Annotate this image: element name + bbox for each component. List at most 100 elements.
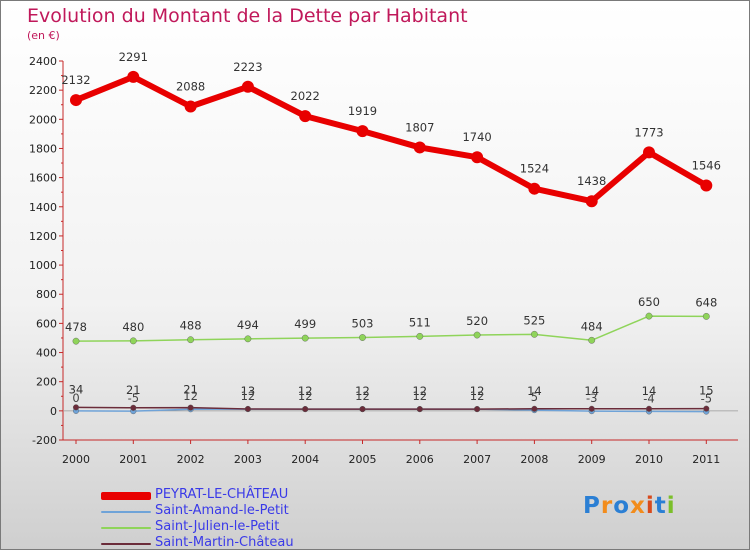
data-label: 650 <box>638 295 660 309</box>
data-label: 648 <box>695 295 717 309</box>
data-point-2 <box>187 336 195 344</box>
series-line-0 <box>74 73 708 205</box>
data-label: 1919 <box>348 104 377 118</box>
data-point-0 <box>643 146 655 159</box>
logo-letter: o <box>613 493 631 519</box>
data-label: 1740 <box>462 130 491 144</box>
data-label: 12 <box>183 389 198 403</box>
y-tick-label: 2400 <box>29 55 57 68</box>
data-label: 484 <box>581 319 603 333</box>
data-label: 14 <box>527 384 542 398</box>
data-label: 12 <box>355 384 370 398</box>
data-point-0 <box>356 125 369 138</box>
legend-swatch <box>101 492 151 500</box>
y-tick-label: 1000 <box>29 259 57 272</box>
data-point-0 <box>184 100 197 113</box>
data-label: 12 <box>298 389 313 403</box>
data-label: 14 <box>642 384 657 398</box>
data-point-3 <box>474 406 481 413</box>
data-point-2 <box>244 335 252 343</box>
data-label: 12 <box>470 384 485 398</box>
data-point-2 <box>645 312 653 320</box>
data-label: 34 <box>69 382 84 396</box>
data-label: 478 <box>65 320 87 334</box>
logo-letter: i <box>645 493 655 519</box>
data-point-3 <box>646 405 653 412</box>
data-point-0 <box>585 195 598 208</box>
legend-label: Saint-Julien-le-Petit <box>155 519 280 534</box>
data-label: 2022 <box>291 89 320 103</box>
data-label: 1524 <box>520 162 549 176</box>
data-point-3 <box>416 406 423 413</box>
data-label: 15 <box>699 384 714 398</box>
data-point-0 <box>413 141 426 154</box>
chart-title: Evolution du Montant de la Dette par Hab… <box>27 5 468 27</box>
x-tick-label: 2002 <box>177 453 205 466</box>
data-point-3 <box>72 404 79 411</box>
y-tick-label: 600 <box>36 317 57 330</box>
data-point-2 <box>416 332 424 340</box>
chart-subtitle: (en €) <box>27 29 60 42</box>
logo-letter: r <box>600 493 614 519</box>
y-tick-label: 2200 <box>29 84 57 97</box>
data-label: 14 <box>584 384 599 398</box>
data-label: 2223 <box>233 60 262 74</box>
legend-label: PEYRAT-LE-CHÂTEAU <box>155 487 289 502</box>
data-label: 21 <box>126 383 141 397</box>
logo-letter: i <box>666 493 676 519</box>
data-point-2 <box>129 337 137 345</box>
data-label: -5 <box>128 391 139 405</box>
y-tick-label: 400 <box>36 347 57 360</box>
data-point-0 <box>528 182 541 195</box>
logo-letter: P <box>583 493 601 519</box>
data-label: 12 <box>241 389 256 403</box>
data-label: 499 <box>294 317 316 331</box>
data-label: -5 <box>701 392 712 406</box>
data-label: 2088 <box>176 79 205 93</box>
legend-label: Saint-Martin-Château <box>155 535 294 550</box>
data-label: 488 <box>180 319 202 333</box>
legend-label: Saint-Amand-le-Petit <box>155 503 289 518</box>
x-tick-label: 2007 <box>463 453 491 466</box>
data-point-3 <box>531 405 538 412</box>
x-tick-label: 2009 <box>578 453 606 466</box>
logo-letter: x <box>630 493 646 519</box>
legend-swatch <box>101 526 151 530</box>
y-tick-label: 800 <box>36 288 57 301</box>
data-point-3 <box>703 405 710 412</box>
data-point-2 <box>72 337 80 345</box>
data-point-3 <box>359 406 366 413</box>
data-point-0 <box>299 110 312 123</box>
data-label: 480 <box>122 320 144 334</box>
y-tick-label: 0 <box>50 405 57 418</box>
data-point-3 <box>244 405 251 412</box>
data-label: 525 <box>523 313 545 327</box>
data-label: 13 <box>241 384 256 398</box>
data-label: 12 <box>298 384 313 398</box>
data-label: 2132 <box>61 73 90 87</box>
data-point-0 <box>241 80 254 93</box>
y-tick-label: 200 <box>36 376 57 389</box>
data-label: 1807 <box>405 120 434 134</box>
data-point-3 <box>130 404 137 411</box>
data-point-0 <box>127 70 140 83</box>
data-label: 21 <box>183 383 198 397</box>
data-label: 1546 <box>692 158 721 172</box>
y-tick-label: 2000 <box>29 113 57 126</box>
x-tick-label: 2010 <box>635 453 663 466</box>
series-line-2 <box>75 315 707 342</box>
data-label: 12 <box>412 389 427 403</box>
data-label: 520 <box>466 314 488 328</box>
x-tick-label: 2006 <box>406 453 434 466</box>
data-point-0 <box>471 151 484 164</box>
x-tick-label: 2008 <box>520 453 548 466</box>
data-point-0 <box>700 179 713 192</box>
data-point-2 <box>702 312 710 320</box>
data-label: -3 <box>586 391 597 405</box>
data-point-0 <box>70 94 82 107</box>
data-point-3 <box>302 406 309 413</box>
data-label: 5 <box>531 390 538 404</box>
x-tick-label: 2011 <box>692 453 720 466</box>
y-tick-label: 1600 <box>29 172 57 185</box>
